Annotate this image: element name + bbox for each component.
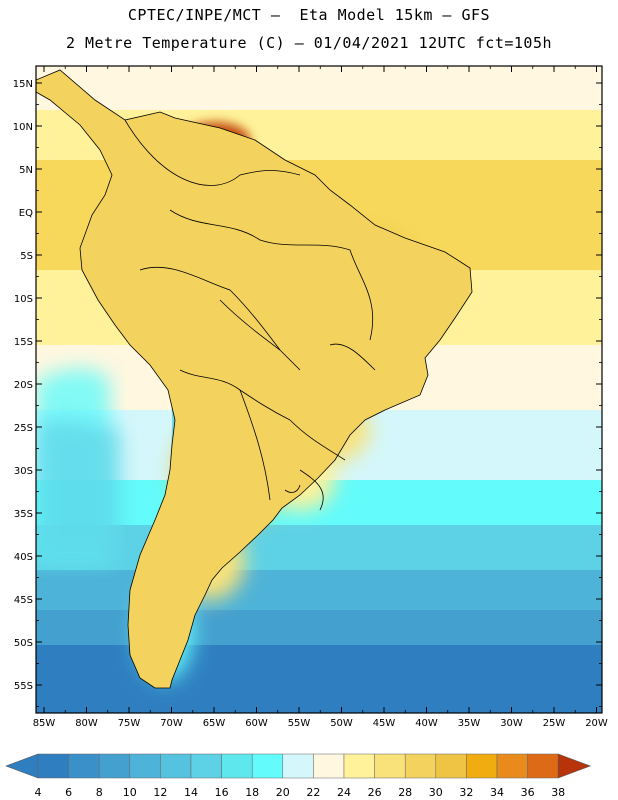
lat-label: 5S bbox=[20, 251, 33, 262]
lat-label: 55S bbox=[14, 681, 33, 692]
colorbar-swatch bbox=[527, 753, 559, 779]
lat-label: 20S bbox=[14, 380, 33, 391]
colorbar bbox=[5, 753, 592, 779]
colorbar-label: 6 bbox=[65, 786, 72, 799]
colorbar-labels: 4 6 8 10 12 14 16 18 20 22 24 26 28 30 32 34 36 38 bbox=[35, 786, 566, 799]
colorbar-label: 22 bbox=[306, 786, 320, 799]
colorbar-max-triangle bbox=[557, 753, 592, 779]
lat-label: 30S bbox=[14, 466, 33, 477]
colorbar-swatch bbox=[221, 753, 253, 779]
colorbar-swatch bbox=[68, 753, 100, 779]
lon-label: 55W bbox=[288, 718, 311, 729]
colorbar-swatch bbox=[374, 753, 406, 779]
colorbar-swatch bbox=[435, 753, 467, 779]
lon-label: 85W bbox=[33, 718, 56, 729]
colorbar-label: 10 bbox=[123, 786, 137, 799]
colorbar-label: 4 bbox=[35, 786, 42, 799]
lat-label: EQ bbox=[19, 208, 33, 219]
colorbar-label: 36 bbox=[521, 786, 535, 799]
colorbar-swatch bbox=[282, 753, 314, 779]
colorbar-swatch bbox=[251, 753, 284, 779]
lon-label: 20W bbox=[585, 718, 608, 729]
map-subtitle: 2 Metre Temperature (C) – 01/04/2021 12U… bbox=[65, 34, 553, 52]
lon-label: 70W bbox=[160, 718, 183, 729]
lon-label: 75W bbox=[118, 718, 141, 729]
lon-label: 60W bbox=[245, 718, 268, 729]
colorbar-swatch bbox=[343, 753, 375, 779]
lon-label: 80W bbox=[75, 718, 98, 729]
map-frame bbox=[35, 65, 603, 714]
longitude-labels: 85W 80W 75W 70W 65W 60W 55W 50W 45W 40W 35W 30W 25W 2… bbox=[33, 718, 608, 729]
lon-label: 30W bbox=[500, 718, 523, 729]
lat-label: 35S bbox=[14, 509, 33, 520]
colorbar-label: 24 bbox=[337, 786, 351, 799]
colorbar-label: 14 bbox=[184, 786, 198, 799]
colorbar-swatch bbox=[190, 753, 222, 779]
lat-label: 15N bbox=[13, 79, 33, 90]
colorbar-swatch bbox=[466, 753, 498, 779]
coastline-borders bbox=[36, 69, 473, 689]
lat-label: 15S bbox=[14, 337, 33, 348]
lat-label: 10N bbox=[13, 122, 33, 133]
lat-label: 5N bbox=[19, 165, 33, 176]
lon-label: 40W bbox=[415, 718, 438, 729]
colorbar-swatch bbox=[98, 753, 131, 779]
lat-label: 40S bbox=[14, 552, 33, 563]
colorbar-label: 32 bbox=[459, 786, 473, 799]
axis-ticks bbox=[36, 66, 602, 713]
lon-label: 45W bbox=[373, 718, 396, 729]
colorbar-swatch bbox=[496, 753, 528, 779]
colorbar-label: 16 bbox=[215, 786, 229, 799]
lon-label: 65W bbox=[203, 718, 226, 729]
latitude-labels: 15N 10N 5N EQ 5S 10S 15S 20S 25S 30S 35S 40S 45S 50S 5… bbox=[13, 79, 33, 692]
lat-label: 45S bbox=[14, 595, 33, 606]
colorbar-swatch bbox=[37, 753, 69, 779]
colorbar-label: 34 bbox=[490, 786, 504, 799]
lat-label: 10S bbox=[14, 294, 33, 305]
colorbar-swatch bbox=[129, 753, 161, 779]
lat-label: 50S bbox=[14, 638, 33, 649]
colorbar-label: 28 bbox=[398, 786, 412, 799]
colorbar-swatch bbox=[160, 753, 192, 779]
map-title: CPTEC/INPE/MCT – Eta Model 15km – GFS bbox=[127, 6, 491, 24]
lat-label: 25S bbox=[14, 423, 33, 434]
colorbar-label: 30 bbox=[429, 786, 443, 799]
colorbar-min-triangle bbox=[5, 753, 39, 779]
lon-label: 35W bbox=[458, 718, 481, 729]
colorbar-label: 12 bbox=[153, 786, 167, 799]
colorbar-label: 38 bbox=[551, 786, 565, 799]
colorbar-label: 26 bbox=[368, 786, 382, 799]
colorbar-swatch bbox=[404, 753, 437, 779]
colorbar-label: 18 bbox=[245, 786, 259, 799]
colorbar-label: 8 bbox=[96, 786, 103, 799]
lon-label: 50W bbox=[330, 718, 353, 729]
colorbar-label: 20 bbox=[276, 786, 290, 799]
lon-label: 25W bbox=[543, 718, 566, 729]
colorbar-swatch bbox=[313, 753, 345, 779]
